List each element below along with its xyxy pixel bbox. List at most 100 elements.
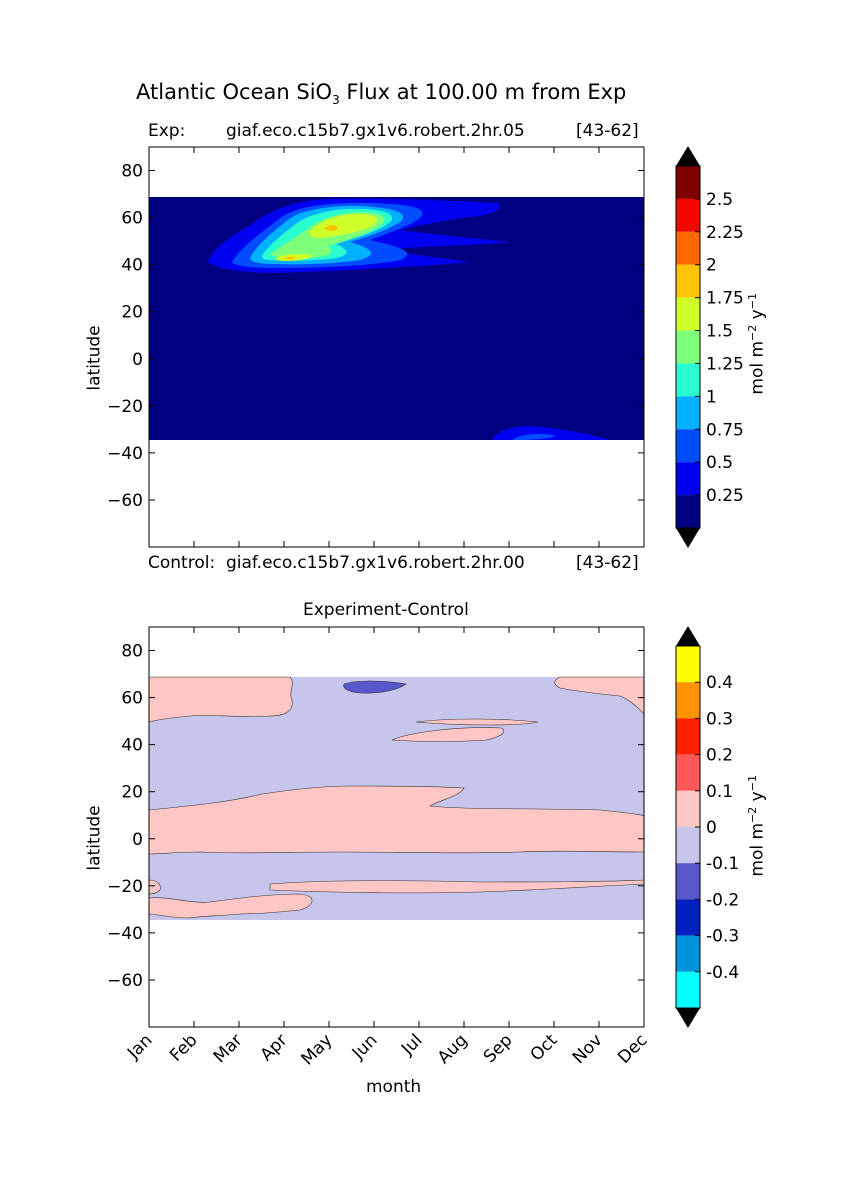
colorbar-tick-label: 0.75 bbox=[706, 420, 744, 440]
colorbar-band bbox=[676, 682, 700, 719]
ytick-label: 80 bbox=[121, 642, 143, 662]
control-years: [43-62] bbox=[576, 553, 639, 573]
ytick-label: −20 bbox=[107, 877, 143, 897]
colorbar-band bbox=[676, 971, 700, 1008]
exp-years: [43-62] bbox=[576, 121, 639, 141]
ytick-label: 60 bbox=[121, 689, 143, 709]
ytick-label: −40 bbox=[107, 444, 143, 464]
colorbar-tick-label: 2.25 bbox=[706, 223, 744, 243]
top-plot: 80 60 40 20 0 −20 −40 −60 bbox=[107, 146, 645, 548]
colorbar-tick-label: 0.3 bbox=[706, 709, 733, 729]
colorbar-tick-label: 1.25 bbox=[706, 354, 744, 374]
colorbar-tick-label: 2 bbox=[706, 256, 717, 276]
xtick-label: Feb bbox=[166, 1030, 201, 1065]
colorbar-band bbox=[676, 231, 700, 265]
top-plot-frame bbox=[148, 146, 645, 548]
colorbar-extend-max bbox=[676, 146, 700, 166]
xtick-label: Nov bbox=[569, 1030, 607, 1068]
colorbar-band bbox=[676, 198, 700, 232]
ytick-label: 20 bbox=[121, 303, 143, 323]
contour-level-1.75 bbox=[324, 225, 338, 231]
ytick-label: 40 bbox=[121, 736, 143, 756]
colorbar-band bbox=[676, 330, 700, 364]
diff-positive-equator bbox=[148, 785, 645, 855]
ytick-label: 0 bbox=[132, 830, 143, 850]
colorbar-tick-label: 1.5 bbox=[706, 322, 733, 342]
exp-name: giaf.eco.c15b7.gx1v6.robert.2hr.05 bbox=[226, 121, 525, 141]
ytick-label: 40 bbox=[121, 256, 143, 276]
colorbar-tick-label: -0.3 bbox=[706, 927, 739, 947]
ytick-label: 20 bbox=[121, 783, 143, 803]
colorbar-band bbox=[676, 790, 700, 827]
colorbar-extend-min bbox=[676, 1008, 700, 1028]
figure-title: Atlantic Ocean SiO3 Flux at 100.00 m fro… bbox=[136, 80, 626, 107]
colorbar-band bbox=[676, 495, 700, 528]
xtick-label: May bbox=[298, 1030, 337, 1069]
bottom-contours bbox=[148, 676, 645, 919]
colorbar-band bbox=[676, 863, 700, 900]
colorbar-band bbox=[676, 754, 700, 791]
bottom-yticks: 80 60 40 20 0 −20 −40 −60 bbox=[107, 642, 644, 991]
diff-positive-north-east bbox=[554, 676, 645, 715]
contour-level-1.75-b bbox=[284, 256, 296, 260]
colorbar-band bbox=[676, 363, 700, 397]
bottom-plot-frame bbox=[148, 626, 645, 1028]
ytick-label: 0 bbox=[132, 350, 143, 370]
exp-label: Exp: bbox=[148, 121, 186, 141]
ytick-label: 80 bbox=[121, 162, 143, 182]
title-rest: Flux at 100.00 m from Exp bbox=[339, 80, 627, 104]
colorbar-tick-label: 0.2 bbox=[706, 746, 733, 766]
colorbar-tick-label: 0.4 bbox=[706, 673, 733, 693]
diff-title: Experiment-Control bbox=[303, 600, 469, 620]
diff-negative-north bbox=[343, 680, 407, 694]
colorbar-tick-label: -0.1 bbox=[706, 854, 739, 874]
xtick-label: Oct bbox=[527, 1030, 562, 1065]
ytick-label: 60 bbox=[121, 209, 143, 229]
xtick-label: Aug bbox=[434, 1030, 472, 1068]
colorbar-tick-label: 2.5 bbox=[706, 190, 733, 210]
colorbar-tick-label: 1.75 bbox=[706, 289, 744, 309]
control-label: Control: bbox=[148, 553, 216, 573]
colorbar-tick-label: 1 bbox=[706, 387, 717, 407]
title-subscript: 3 bbox=[332, 93, 340, 108]
colorbar-band bbox=[676, 396, 700, 430]
colorbar-band bbox=[676, 827, 700, 864]
top-contours bbox=[208, 198, 610, 440]
contour-level-1.5 bbox=[309, 214, 378, 238]
colorbar-band bbox=[676, 166, 700, 199]
xtick-label: Dec bbox=[614, 1030, 651, 1067]
bottom-xlabel: month bbox=[366, 1077, 422, 1097]
colorbar-band bbox=[676, 429, 700, 463]
colorbar-tick-label: 0.5 bbox=[706, 453, 733, 473]
colorbar-band bbox=[676, 718, 700, 755]
ytick-label: −60 bbox=[107, 971, 143, 991]
xtick-label: Mar bbox=[210, 1030, 247, 1067]
xtick-label: Jul bbox=[397, 1030, 426, 1059]
bottom-colorbar: -0.4 -0.3 -0.2 -0.1 0 0.1 0.2 0.3 0.4 bbox=[675, 626, 739, 1028]
xtick-label: Sep bbox=[480, 1030, 517, 1067]
xtick-label: Jun bbox=[348, 1030, 382, 1064]
top-colorbar: 0.25 0.5 0.75 1 1.25 1.5 1.75 2 2.25 2.5 bbox=[675, 146, 744, 548]
top-yticks: 80 60 40 20 0 −20 −40 −60 bbox=[107, 147, 645, 547]
colorbar-frame bbox=[675, 165, 701, 529]
colorbar-band bbox=[676, 462, 700, 496]
xtick-label: Apr bbox=[257, 1030, 292, 1065]
control-name: giaf.eco.c15b7.gx1v6.robert.2hr.00 bbox=[226, 553, 525, 573]
ytick-label: −60 bbox=[107, 491, 143, 511]
colorbar-tick-label: 0 bbox=[706, 818, 717, 838]
diff-positive-north-west bbox=[148, 676, 293, 723]
colorbar-band bbox=[676, 935, 700, 972]
colorbar-extend-max bbox=[676, 626, 700, 646]
diff-positive-45n bbox=[391, 727, 504, 742]
title-main: Atlantic Ocean SiO bbox=[136, 80, 333, 104]
colorbar-band bbox=[676, 899, 700, 936]
colorbar-band bbox=[676, 264, 700, 298]
contour-level-0.5-south bbox=[512, 433, 556, 440]
colorbar-band bbox=[676, 646, 700, 683]
diff-positive-30s bbox=[148, 893, 313, 919]
bottom-plot: 80 60 40 20 0 −20 −40 −60 Jan Feb Mar Apr May Jun Jul… bbox=[107, 626, 652, 1069]
colorbar-tick-label: 0.1 bbox=[706, 782, 733, 802]
ytick-label: −20 bbox=[107, 397, 143, 417]
ytick-label: −40 bbox=[107, 924, 143, 944]
